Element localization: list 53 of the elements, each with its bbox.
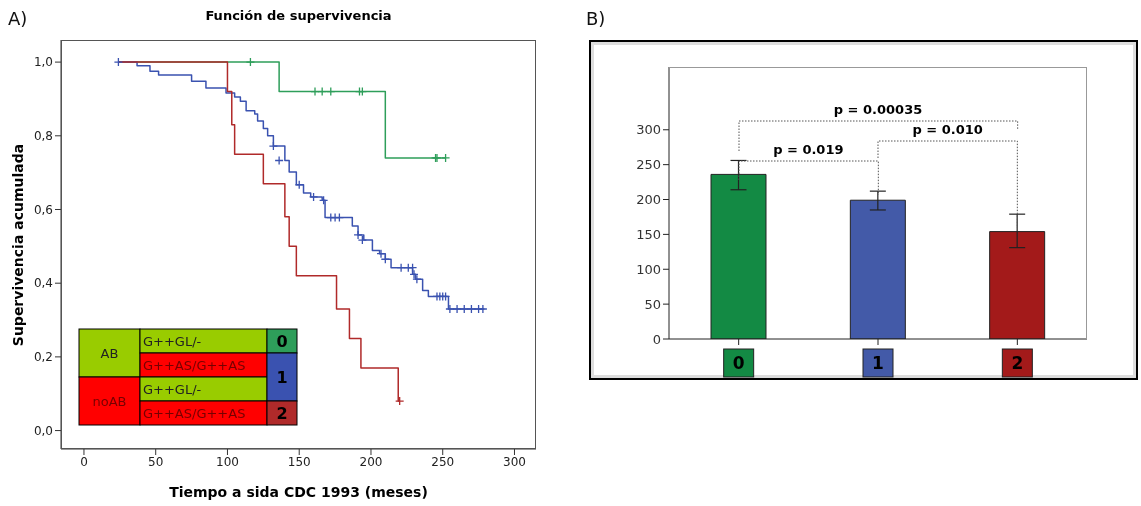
point bbox=[113, 57, 124, 67]
y-tick-label: 150 bbox=[636, 227, 661, 242]
y-tick-label: 0,0 bbox=[33, 423, 53, 438]
text: 2 bbox=[276, 404, 288, 423]
y-tick-label: 200 bbox=[636, 192, 661, 208]
annotation: noAB bbox=[92, 394, 127, 409]
text: 1 bbox=[276, 368, 288, 387]
point bbox=[395, 396, 405, 406]
point bbox=[274, 155, 284, 166]
x-tick-label: 2 bbox=[1011, 353, 1024, 373]
annotation: p = 0.010 bbox=[911, 122, 984, 137]
x-tick-label: 200 bbox=[359, 454, 383, 469]
point bbox=[452, 304, 462, 314]
y-axis-title: Supervivencia acumulada bbox=[10, 143, 26, 346]
text: A) bbox=[8, 8, 28, 29]
y-tick-label: 0 bbox=[652, 331, 661, 347]
y-tick-label: 50 bbox=[644, 296, 661, 312]
y-tick-label: 0,4 bbox=[33, 276, 53, 291]
point bbox=[459, 304, 469, 314]
annotation: p = 0.00035 bbox=[832, 102, 924, 117]
y-tick-label: 1,0 bbox=[33, 55, 53, 70]
x-axis-title: Tiempo a sida CDC 1993 (meses) bbox=[168, 484, 429, 500]
point bbox=[245, 57, 256, 67]
x-tick-label: 100 bbox=[216, 454, 239, 469]
y-tick-label: 250 bbox=[636, 157, 661, 173]
annotation: G++AS/G++AS bbox=[143, 358, 246, 373]
annotation: p = 0.019 bbox=[772, 142, 845, 157]
x-tick-label: 0 bbox=[80, 454, 88, 469]
annotation: AB bbox=[100, 346, 119, 361]
y-tick-label: 300 bbox=[636, 122, 661, 138]
point bbox=[478, 304, 488, 314]
point bbox=[268, 141, 279, 151]
y-tick-label: 0,6 bbox=[33, 202, 53, 217]
annotation: G++GL/- bbox=[143, 334, 202, 349]
y-tick-label: 100 bbox=[636, 261, 661, 277]
chart-title: Función de supervivencia bbox=[204, 8, 393, 23]
x-tick-label: 1 bbox=[872, 353, 884, 373]
point bbox=[445, 304, 455, 314]
y-tick-label: 0,2 bbox=[33, 350, 53, 365]
annotation: G++GL/- bbox=[143, 382, 202, 397]
x-tick-label: 50 bbox=[148, 454, 164, 469]
point bbox=[440, 153, 451, 163]
x-tick-label: 300 bbox=[503, 454, 526, 469]
x-tick-label: 150 bbox=[287, 454, 311, 469]
x-tick-label: 0 bbox=[732, 353, 745, 373]
x-tick-label: 250 bbox=[431, 454, 455, 469]
point bbox=[310, 86, 320, 97]
text: B) bbox=[586, 8, 606, 29]
y-tick-label: 0,8 bbox=[33, 129, 53, 144]
annotation: G++AS/G++AS bbox=[143, 406, 246, 421]
point bbox=[308, 192, 319, 202]
point bbox=[396, 263, 406, 273]
text: 0 bbox=[276, 332, 288, 351]
